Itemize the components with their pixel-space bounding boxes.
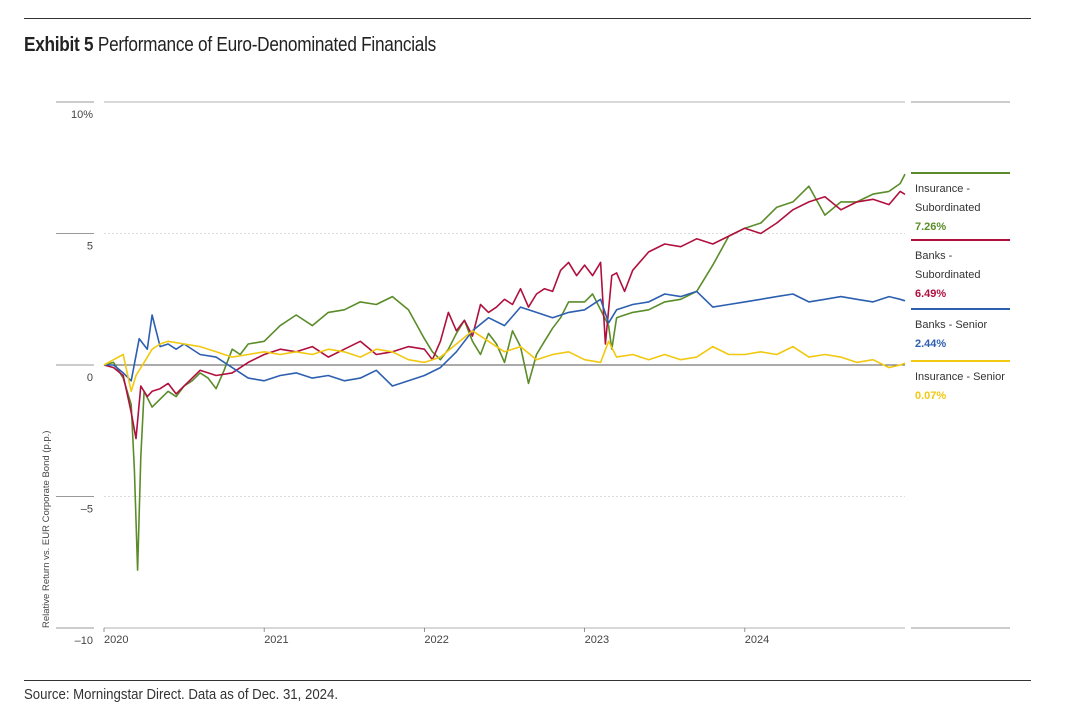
- x-tick-label: 2022: [424, 634, 448, 646]
- x-tick-label: 2023: [585, 634, 609, 646]
- y-tick-label: –5: [81, 504, 93, 516]
- bottom-rule: [24, 680, 1031, 681]
- line-chart: 10% 5 0 –5 –10 2020 2021 2022 2023 2024 Insuranc…: [41, 101, 1010, 647]
- y-tick-label: 5: [87, 241, 93, 253]
- gridlines: [56, 101, 905, 632]
- exhibit-label: Exhibit 5: [24, 34, 94, 56]
- title-text: Performance of Euro-Denominated Financia…: [97, 34, 437, 56]
- legend-series-name: Banks - Senior: [915, 319, 987, 331]
- legend-series-name: Subordinated: [915, 202, 980, 214]
- y-tick-label: 0: [87, 372, 93, 384]
- legend-final-value: 7.26%: [915, 221, 946, 233]
- series-line-banks-senior: [104, 290, 906, 387]
- series-lines: [103, 173, 906, 571]
- legend-series-name: Subordinated: [915, 269, 980, 281]
- legend-series-name: Insurance -: [915, 183, 970, 195]
- source-note: Source: Morningstar Direct. Data as of D…: [24, 686, 339, 703]
- legend-final-value: 0.07%: [915, 390, 946, 402]
- top-rule: [24, 18, 1031, 19]
- legend-final-value: 6.49%: [915, 288, 946, 300]
- legend-series-name: Banks -: [915, 250, 953, 262]
- series-line-banks-sub: [103, 190, 906, 440]
- y-tick-labels: 10% 5 0 –5 –10: [71, 109, 93, 647]
- legend-final-value: 2.44%: [915, 338, 946, 350]
- x-tick-label: 2024: [745, 634, 769, 646]
- series-line-insurance-senior: [103, 329, 906, 393]
- legend: Insurance - Subordinated 7.26% Banks - Subor…: [911, 101, 1010, 629]
- legend-series-name: Insurance - Senior: [915, 371, 1005, 383]
- x-tick-labels: 2020 2021 2022 2023 2024: [104, 634, 769, 646]
- y-tick-label: –10: [75, 635, 93, 647]
- series-line-insurance-sub: [103, 173, 906, 571]
- x-tick-label: 2021: [264, 634, 288, 646]
- y-tick-label: 10%: [71, 109, 93, 121]
- x-tick-label: 2020: [104, 634, 128, 646]
- y-axis-label: Relative Return vs. EUR Corporate Bond (…: [41, 431, 52, 628]
- exhibit-title: Exhibit 5 Performance of Euro-Denominate…: [24, 34, 436, 57]
